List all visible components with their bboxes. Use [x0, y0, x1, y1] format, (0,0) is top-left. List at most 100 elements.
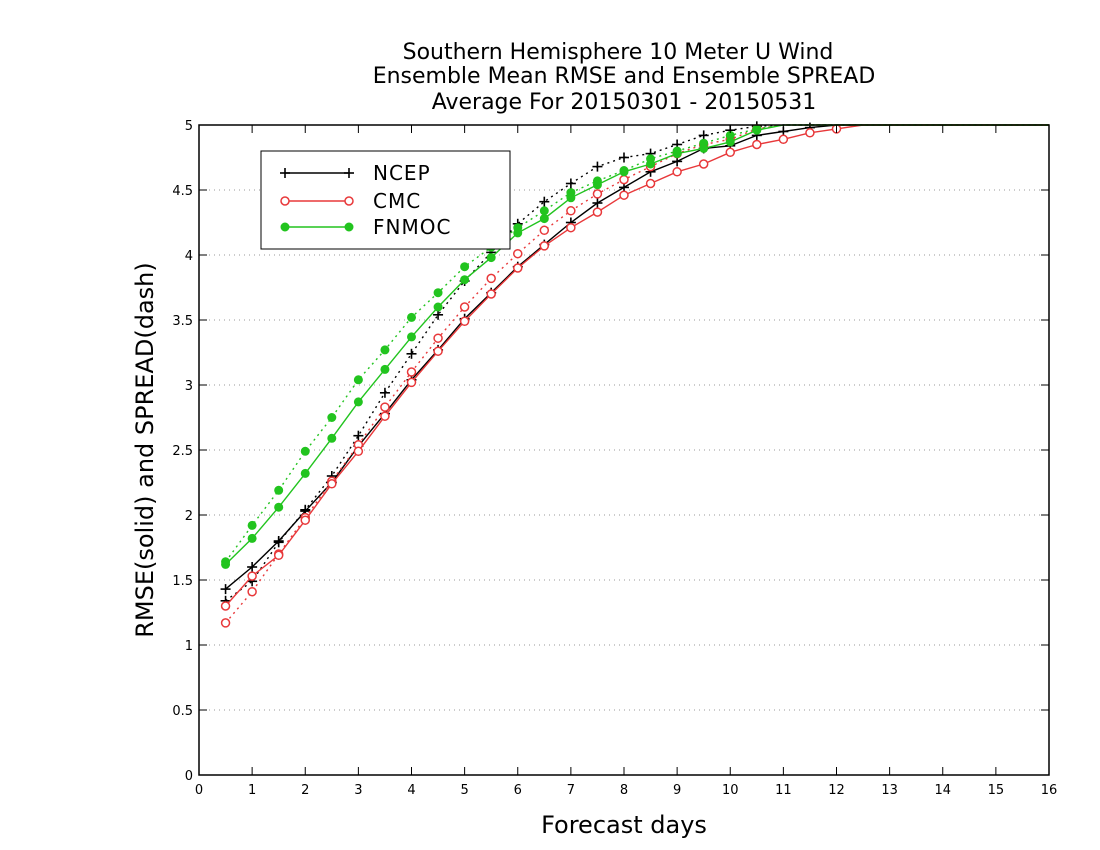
point-fnmoc-rmse-10 [486, 253, 496, 263]
point-cmc-rmse-3 [300, 515, 310, 525]
series-fnmoc-spread-line [225, 124, 1049, 563]
y-tick-label-1: 0.5 [172, 704, 193, 719]
point-cmc-spread-12 [539, 225, 550, 236]
x-tick-label-14: 14 [934, 783, 951, 798]
point-fnmoc-spread-7 [407, 312, 416, 322]
point-fnmoc-rmse-16 [646, 159, 656, 169]
y-tick-label-5: 2.5 [172, 444, 193, 459]
point-cmc-rmse-9 [459, 316, 470, 327]
x-tick-label-1: 1 [248, 783, 256, 798]
point-ncep-rmse-0 [220, 584, 231, 595]
point-fnmoc-rmse-13 [566, 193, 576, 203]
point-fnmoc-rmse-19 [725, 137, 735, 147]
point-cmc-rmse-21 [778, 134, 789, 145]
point-ncep-spread-5 [353, 430, 364, 441]
point-fnmoc-spread-5 [353, 375, 363, 385]
x-tick-label-6: 6 [514, 783, 522, 798]
point-fnmoc-spread-3 [300, 446, 310, 456]
grid-lines [199, 189, 1049, 711]
axis-ticks: 0 1 2 3 4 5 6 7 8 9 10 11 12 13 14 15 1600.511.522.533.5… [172, 119, 1057, 798]
data-series [220, 121, 1049, 628]
y-axis-label: RMSE(solid) and SPREAD(dash) [131, 262, 159, 638]
x-tick-label-0: 0 [195, 783, 203, 798]
point-fnmoc-spread-8 [433, 288, 443, 298]
point-cmc-spread-10 [486, 273, 496, 284]
x-tick-label-15: 15 [988, 783, 1005, 798]
point-fnmoc-rmse-8 [433, 302, 443, 312]
point-ncep-spread-12 [539, 196, 550, 207]
point-cmc-rmse-12 [539, 241, 550, 251]
point-ncep-spread-14 [592, 161, 603, 172]
point-fnmoc-rmse-17 [672, 149, 682, 159]
point-cmc-rmse-15 [619, 190, 629, 200]
point-fnmoc-rmse-7 [407, 332, 416, 342]
point-cmc-rmse-17 [672, 167, 682, 177]
point-fnmoc-spread-6 [380, 345, 390, 355]
point-cmc-rmse-19 [725, 147, 735, 158]
y-tick-label-0: 0 [185, 769, 193, 784]
y-tick-label-9: 4.5 [172, 184, 193, 199]
legend-marker-start-cmc [280, 196, 290, 206]
chart-title-line-1: Southern Hemisphere 10 Meter U Wind [403, 40, 834, 65]
legend-marker-start-ncep [280, 168, 290, 178]
point-ncep-rmse-14 [592, 198, 603, 208]
x-tick-label-5: 5 [460, 783, 468, 798]
point-ncep-rmse-2 [273, 536, 284, 546]
point-cmc-rmse-0 [220, 601, 231, 611]
point-fnmoc-spread-2 [274, 485, 284, 495]
point-fnmoc-rmse-9 [460, 275, 470, 285]
point-fnmoc-rmse-11 [513, 228, 523, 238]
series-ncep-spread-line [225, 124, 1049, 602]
point-cmc-spread-0 [220, 618, 231, 628]
legend-label-ncep: NCEP [373, 161, 431, 185]
point-cmc-rmse-22 [805, 128, 815, 138]
x-tick-label-12: 12 [828, 783, 845, 798]
point-cmc-rmse-2 [273, 550, 284, 561]
chart-title: Southern Hemisphere 10 Meter U Wind Ense… [373, 40, 876, 115]
x-axis-label: Forecast days [541, 811, 707, 839]
point-cmc-rmse-6 [380, 411, 390, 421]
x-tick-label-8: 8 [620, 783, 628, 798]
point-fnmoc-spread-12 [539, 206, 549, 216]
point-fnmoc-rmse-14 [592, 180, 602, 190]
point-fnmoc-rmse-1 [247, 533, 257, 543]
point-cmc-spread-6 [380, 402, 390, 412]
x-tick-label-11: 11 [775, 783, 792, 798]
point-cmc-spread-1 [247, 586, 257, 597]
point-fnmoc-rmse-4 [327, 433, 337, 443]
legend-marker-start-fnmoc [280, 222, 290, 232]
point-cmc-rmse-14 [592, 207, 603, 217]
point-ncep-spread-6 [379, 387, 390, 398]
point-ncep-rmse-1 [247, 562, 258, 572]
point-cmc-rmse-7 [406, 377, 417, 388]
point-fnmoc-rmse-6 [380, 364, 390, 374]
point-fnmoc-rmse-12 [539, 214, 549, 224]
x-tick-label-9: 9 [673, 783, 681, 798]
point-cmc-rmse-10 [486, 289, 496, 299]
legend-label-cmc: CMC [373, 189, 421, 213]
chart-title-line-2: Ensemble Mean RMSE and Ensemble SPREAD [373, 64, 876, 89]
point-fnmoc-spread-4 [327, 413, 337, 422]
x-tick-label-4: 4 [407, 783, 415, 798]
x-tick-label-13: 13 [881, 783, 898, 798]
legend-label-fnmoc: FNMOC [373, 215, 451, 239]
point-ncep-spread-7 [406, 348, 417, 359]
point-cmc-rmse-13 [566, 222, 576, 233]
point-fnmoc-rmse-2 [274, 502, 284, 512]
point-cmc-rmse-18 [698, 159, 709, 169]
chart-title-line-3: Average For 20150301 - 20150531 [432, 90, 817, 115]
y-tick-label-6: 3 [185, 379, 193, 394]
y-tick-label-10: 5 [185, 119, 193, 134]
x-tick-label-10: 10 [722, 783, 739, 798]
y-tick-label-7: 3.5 [172, 314, 193, 329]
x-tick-label-2: 2 [301, 783, 309, 798]
x-tick-label-7: 7 [567, 783, 575, 798]
legend-marker-end-ncep [344, 168, 354, 178]
point-cmc-spread-8 [433, 333, 443, 343]
point-cmc-rmse-20 [752, 139, 762, 150]
point-cmc-rmse-4 [327, 479, 337, 489]
point-cmc-rmse-5 [353, 446, 364, 457]
point-cmc-spread-7 [406, 367, 417, 377]
